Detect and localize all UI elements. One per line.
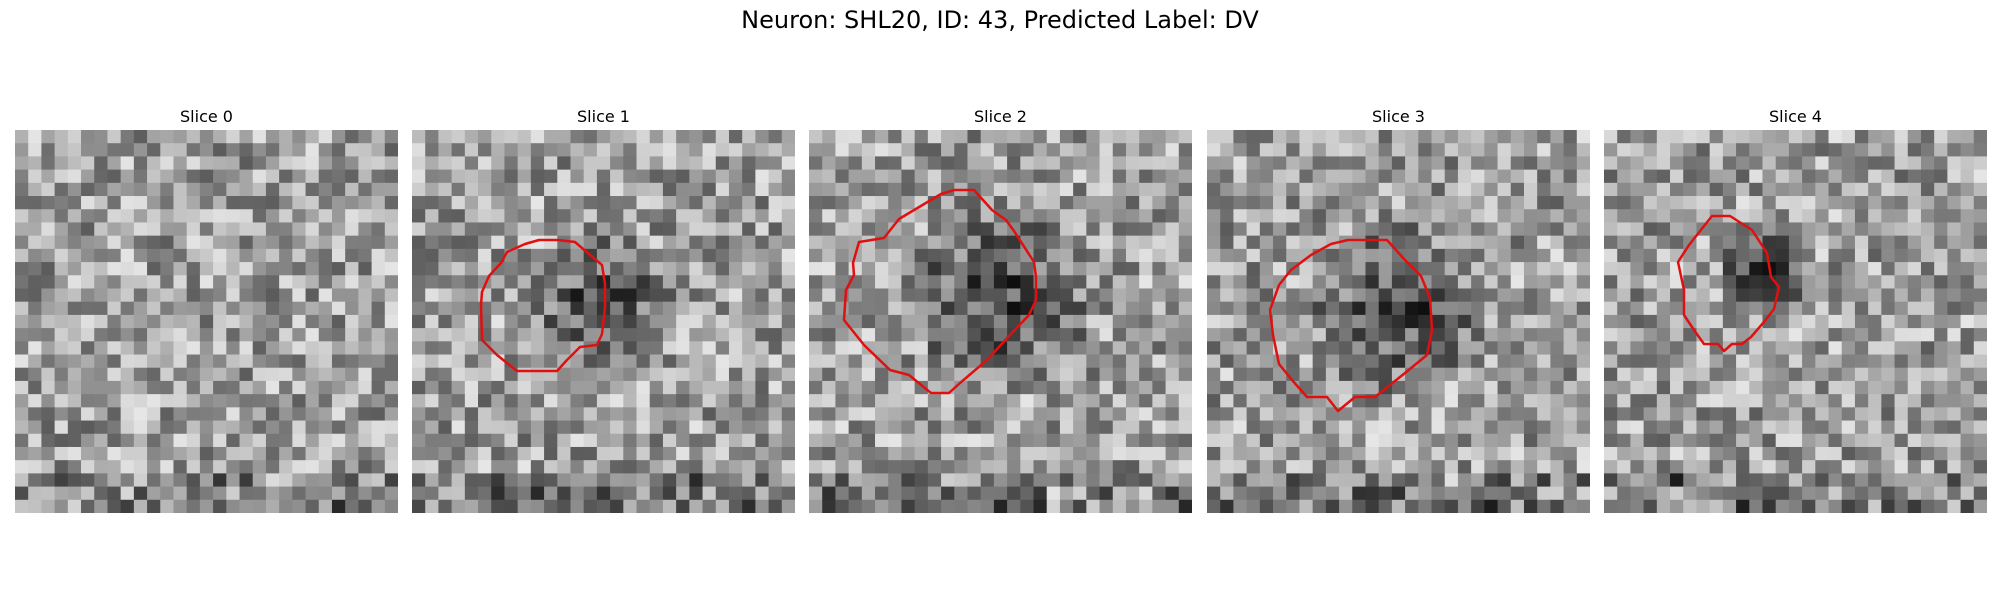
slice-title-3: Slice 3	[1372, 107, 1425, 126]
slice-image-2	[809, 130, 1192, 513]
segmentation-contour-3	[1268, 238, 1434, 413]
slice-image-0	[15, 130, 398, 513]
segmentation-contour-1	[479, 238, 607, 373]
segmentation-contour-4	[1676, 214, 1781, 353]
figure-title: Neuron: SHL20, ID: 43, Predicted Label: …	[741, 6, 1259, 34]
slice-image-4	[1604, 130, 1987, 513]
slice-panel-1: Slice 1	[412, 104, 795, 513]
slice-title-0: Slice 0	[180, 107, 233, 126]
slice-panel-0: Slice 0	[15, 104, 398, 513]
slice-title-2: Slice 2	[974, 107, 1027, 126]
slice-panel-2: Slice 2	[809, 104, 1192, 513]
slice-panel-3: Slice 3	[1207, 104, 1590, 513]
slice-title-4: Slice 4	[1769, 107, 1822, 126]
slice-title-1: Slice 1	[577, 107, 630, 126]
slice-image-3	[1207, 130, 1590, 513]
slice-panel-4: Slice 4	[1604, 104, 1987, 513]
segmentation-contour-2	[842, 188, 1038, 395]
slice-image-1	[412, 130, 795, 513]
